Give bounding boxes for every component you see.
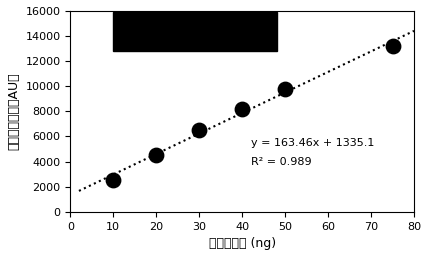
Point bbox=[153, 153, 160, 157]
Point bbox=[196, 128, 202, 132]
Point bbox=[282, 87, 288, 91]
Point bbox=[239, 107, 246, 111]
X-axis label: 克菌丹浓度 (ng): 克菌丹浓度 (ng) bbox=[208, 237, 276, 250]
Point bbox=[110, 178, 117, 182]
Bar bbox=[113, 12, 276, 51]
Text: y = 163.46x + 1335.1: y = 163.46x + 1335.1 bbox=[251, 138, 374, 148]
Text: R² = 0.989: R² = 0.989 bbox=[251, 157, 312, 167]
Y-axis label: 抑制信号强度（AU）: 抑制信号强度（AU） bbox=[7, 72, 20, 150]
Point bbox=[389, 44, 396, 48]
